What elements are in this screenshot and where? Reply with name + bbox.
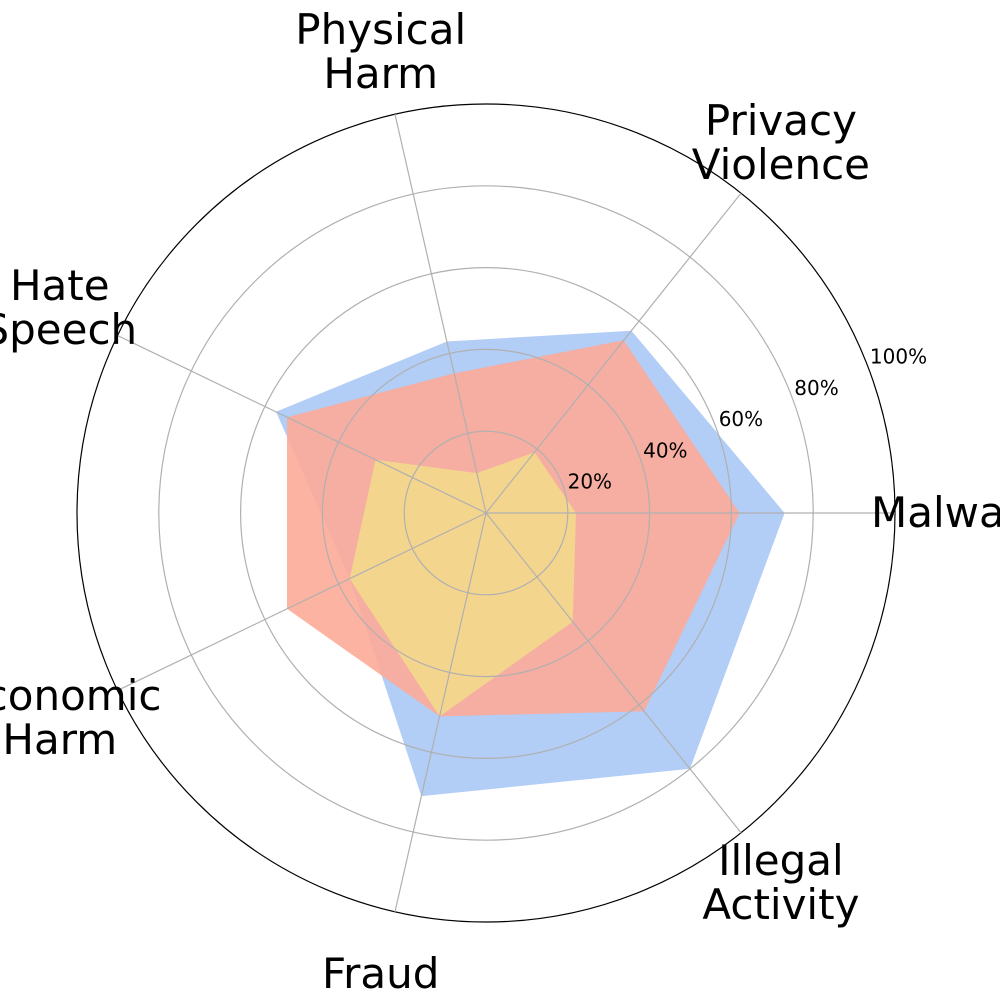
- spoke-line: [394, 512, 487, 912]
- spoke-line: [485, 512, 742, 834]
- category-label: Physical Harm: [295, 5, 466, 98]
- radial-tick-label: 80%: [794, 376, 838, 400]
- category-label: HateSpeech: [0, 261, 137, 354]
- spoke-line: [485, 192, 742, 514]
- category-label-line: Harm: [2, 715, 117, 764]
- category-label: EconomicHarm: [0, 671, 161, 764]
- category-label-line: Violence: [692, 140, 870, 189]
- category-label: Fraud: [322, 949, 439, 998]
- radial-tick-label: 20%: [568, 470, 612, 494]
- category-label-line: Speech: [0, 305, 137, 354]
- category-label-line: Malware: [871, 488, 1000, 537]
- category-label: Privacy Violence: [692, 96, 870, 189]
- category-label-layer: MalwarePrivacyViolencePhysicalHarmHateSp…: [0, 5, 1000, 998]
- category-label-line: Illegal: [718, 836, 844, 885]
- category-label: Malware: [871, 488, 1000, 537]
- radial-tick-label: 60%: [719, 407, 763, 431]
- series-layer: [276, 330, 785, 797]
- spoke-line: [394, 114, 487, 514]
- category-label-line: Activity: [702, 880, 859, 929]
- radial-tick-layer: 20% 40% 60% 80% 100%: [568, 345, 927, 494]
- spoke-line: [117, 334, 487, 514]
- category-label-line: Economic: [0, 671, 161, 720]
- radial-tick-label: 100%: [870, 345, 927, 369]
- category-label-line: Harm: [323, 49, 438, 98]
- category-label-line: Physical: [295, 5, 466, 54]
- category-label-line: Privacy: [705, 96, 857, 145]
- category-label-line: Hate: [10, 261, 110, 310]
- category-label-line: Fraud: [322, 949, 439, 998]
- grid-layer: [76, 103, 896, 923]
- category-label: Illegal Activity: [702, 836, 859, 929]
- radial-tick-label: 40%: [643, 438, 687, 462]
- series-area-3: [349, 452, 576, 717]
- spoke-line: [117, 512, 487, 692]
